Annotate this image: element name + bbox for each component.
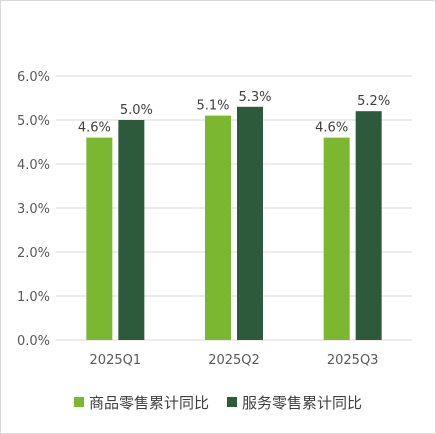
legend-swatch-goods — [73, 397, 84, 407]
y-tick-label: 6.0% — [17, 70, 50, 85]
bars — [86, 106, 382, 340]
gridlines — [56, 75, 412, 341]
x-tick-label: 2025Q1 — [90, 353, 142, 368]
y-tick-label: 2.0% — [17, 246, 50, 261]
y-tick-label: 4.0% — [17, 158, 50, 173]
x-tick-label: 2025Q2 — [208, 353, 260, 368]
bar-services — [118, 120, 145, 340]
data-label: 5.1% — [196, 99, 229, 114]
bar-goods — [323, 137, 350, 340]
legend-label-services: 服务零售累计同比 — [242, 393, 363, 412]
y-tick-label: 3.0% — [17, 202, 50, 217]
legend-label-goods: 商品零售累计同比 — [88, 393, 209, 412]
y-tick-label: 1.0% — [17, 290, 50, 305]
data-label: 5.3% — [238, 90, 271, 105]
y-tick-label: 5.0% — [17, 114, 50, 129]
bar-services — [355, 111, 382, 340]
data-labels: 4.6% 5.0% 5.1% 5.3% 4.6% 5.2% — [78, 90, 390, 136]
y-tick-label: 0.0% — [17, 334, 50, 349]
x-tick-label: 2025Q3 — [327, 353, 379, 368]
bar-chart: 0.0% 1.0% 2.0% 3.0% 4.0% 5.0% 6.0% 4.6% 5.0% 5.1… — [17, 70, 412, 368]
bar-goods — [86, 137, 113, 340]
bar-services — [237, 106, 263, 340]
legend-swatch-services — [227, 397, 237, 407]
legend: 商品零售累计同比 服务零售累计同比 — [0, 390, 436, 414]
bar-goods — [205, 115, 231, 340]
data-label: 4.6% — [78, 121, 111, 136]
y-axis-ticks: 0.0% 1.0% 2.0% 3.0% 4.0% 5.0% 6.0% — [17, 70, 50, 349]
data-label: 4.6% — [315, 121, 348, 136]
data-label: 5.2% — [357, 94, 390, 109]
data-label: 5.0% — [120, 103, 153, 118]
legend-item-services: 服务零售累计同比 — [227, 392, 362, 413]
x-axis-ticks: 2025Q1 2025Q2 2025Q3 — [90, 353, 379, 368]
legend-item-goods: 商品零售累计同比 — [73, 392, 209, 413]
